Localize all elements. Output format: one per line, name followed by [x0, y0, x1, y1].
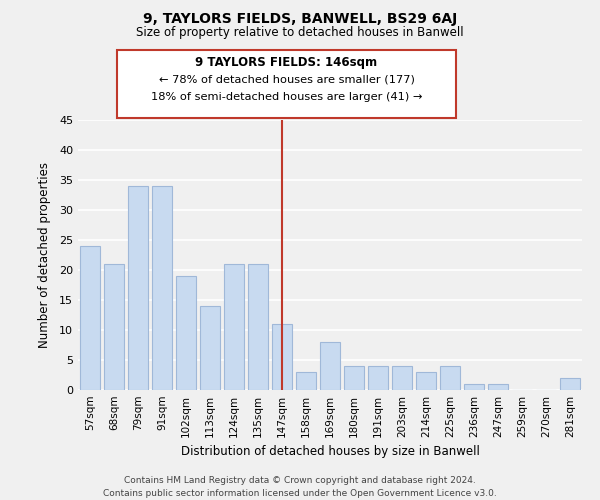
- Bar: [200, 306, 220, 390]
- Bar: [440, 366, 460, 390]
- Bar: [80, 246, 100, 390]
- Bar: [560, 378, 580, 390]
- Bar: [224, 264, 244, 390]
- Y-axis label: Number of detached properties: Number of detached properties: [38, 162, 50, 348]
- Text: 9, TAYLORS FIELDS, BANWELL, BS29 6AJ: 9, TAYLORS FIELDS, BANWELL, BS29 6AJ: [143, 12, 457, 26]
- Text: ← 78% of detached houses are smaller (177): ← 78% of detached houses are smaller (17…: [158, 74, 415, 84]
- Bar: [176, 276, 196, 390]
- X-axis label: Distribution of detached houses by size in Banwell: Distribution of detached houses by size …: [181, 446, 479, 458]
- Text: Contains HM Land Registry data © Crown copyright and database right 2024.: Contains HM Land Registry data © Crown c…: [124, 476, 476, 485]
- Bar: [320, 342, 340, 390]
- Bar: [248, 264, 268, 390]
- Bar: [464, 384, 484, 390]
- Text: Contains public sector information licensed under the Open Government Licence v3: Contains public sector information licen…: [103, 489, 497, 498]
- Text: 9 TAYLORS FIELDS: 146sqm: 9 TAYLORS FIELDS: 146sqm: [196, 56, 377, 69]
- Bar: [392, 366, 412, 390]
- Text: 18% of semi-detached houses are larger (41) →: 18% of semi-detached houses are larger (…: [151, 92, 422, 102]
- Bar: [416, 372, 436, 390]
- Bar: [368, 366, 388, 390]
- Bar: [152, 186, 172, 390]
- Bar: [128, 186, 148, 390]
- Bar: [488, 384, 508, 390]
- Bar: [272, 324, 292, 390]
- Bar: [344, 366, 364, 390]
- Text: Size of property relative to detached houses in Banwell: Size of property relative to detached ho…: [136, 26, 464, 39]
- Bar: [104, 264, 124, 390]
- Bar: [296, 372, 316, 390]
